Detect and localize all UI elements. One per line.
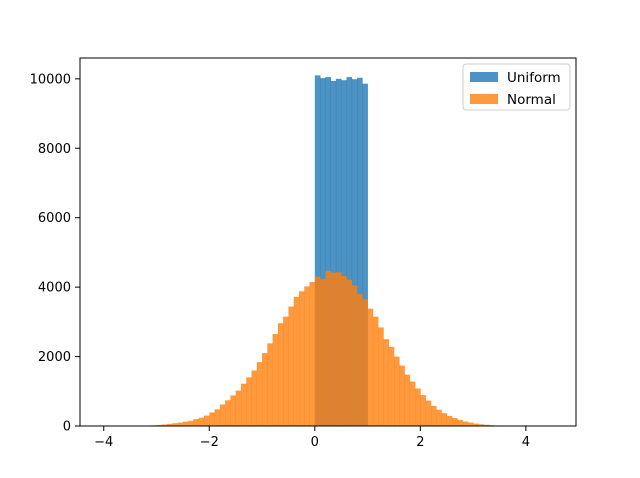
histogram-bar xyxy=(335,78,342,426)
histogram-bar xyxy=(372,316,379,426)
histogram-bar xyxy=(161,424,168,426)
x-tick-label: 2 xyxy=(416,435,424,450)
histogram-bar xyxy=(362,83,368,426)
x-axis: −4 −2 0 2 4 xyxy=(94,426,530,450)
histogram-bar xyxy=(404,374,411,426)
histogram-bar xyxy=(156,424,163,426)
y-tick-label: 0 xyxy=(63,420,71,435)
histogram-bar xyxy=(341,276,347,426)
histogram-bar xyxy=(399,365,405,426)
x-tick-label: −4 xyxy=(94,435,113,450)
histogram-bar xyxy=(214,409,221,426)
histogram-bar xyxy=(446,415,453,426)
y-tick-label: 2000 xyxy=(38,350,71,365)
series-uniform xyxy=(314,75,368,427)
histogram-bar xyxy=(314,75,321,427)
histogram-bar xyxy=(346,77,353,426)
histogram-bar xyxy=(325,77,331,426)
x-tick-label: −2 xyxy=(200,435,219,450)
histogram-bar xyxy=(341,80,347,426)
histogram-bar xyxy=(167,423,173,426)
histogram-bar xyxy=(430,405,437,426)
histogram-bar xyxy=(293,296,300,426)
histogram-bar xyxy=(256,362,263,426)
histogram-bar xyxy=(425,400,432,426)
histogram-bar xyxy=(204,415,210,426)
histogram-bar xyxy=(246,377,252,426)
legend-label-uniform: Uniform xyxy=(507,70,561,86)
histogram-bar xyxy=(357,77,363,426)
histogram-bar xyxy=(473,423,479,426)
legend-label-normal: Normal xyxy=(507,92,556,108)
y-axis: 0 2000 4000 6000 8000 10000 xyxy=(30,72,80,435)
histogram-bar xyxy=(193,419,200,426)
histogram-bar xyxy=(367,308,374,426)
histogram-bar xyxy=(330,272,337,426)
histogram-bar xyxy=(309,281,316,426)
histogram-bar xyxy=(267,343,273,426)
histogram-bar xyxy=(172,423,178,426)
histogram-bar xyxy=(209,412,215,426)
histogram-bar xyxy=(325,270,331,426)
y-tick-label: 10000 xyxy=(30,72,71,87)
histogram-bar xyxy=(320,78,326,426)
histogram-bar xyxy=(314,276,321,426)
histogram-bar xyxy=(283,316,289,426)
histogram-bar xyxy=(198,417,205,426)
histogram-bar xyxy=(467,422,474,426)
histogram-bar xyxy=(452,418,458,426)
histogram-bar xyxy=(272,334,279,426)
histogram-bar xyxy=(251,370,258,426)
histogram-bar xyxy=(346,279,353,426)
histogram-bar xyxy=(288,306,295,426)
histogram-bar xyxy=(378,327,384,426)
histogram-bar xyxy=(436,409,442,426)
histogram-bar xyxy=(330,80,337,426)
histogram-bar xyxy=(462,421,469,426)
histogram-bar xyxy=(383,339,390,426)
histogram-bar xyxy=(357,294,363,426)
histogram-bar xyxy=(420,395,426,426)
x-tick-label: 0 xyxy=(311,435,319,450)
histogram-bar xyxy=(409,381,416,426)
legend-swatch-uniform xyxy=(470,72,498,82)
histogram-bar xyxy=(277,323,284,426)
histogram-bar xyxy=(362,299,368,426)
histogram-bar xyxy=(304,286,310,426)
histogram-bar xyxy=(483,424,490,426)
x-tick-label: 4 xyxy=(522,435,530,450)
y-tick-label: 8000 xyxy=(38,142,71,157)
histogram-bar xyxy=(320,279,326,426)
histogram-bar xyxy=(478,424,485,426)
histogram-bar xyxy=(388,346,395,426)
histogram-bar xyxy=(177,422,184,426)
legend-swatch-normal xyxy=(470,94,498,104)
histogram-bar xyxy=(225,400,231,426)
legend: Uniform Normal xyxy=(462,63,571,111)
bars-layer xyxy=(87,75,558,427)
histogram-bar xyxy=(235,390,242,426)
histogram-bar xyxy=(182,421,189,426)
histogram-bar xyxy=(240,383,247,426)
histogram-bar xyxy=(457,419,463,426)
histogram-bar xyxy=(262,353,268,426)
histogram-bar xyxy=(219,404,226,426)
histogram-bar xyxy=(351,79,358,427)
plot-frame xyxy=(79,57,577,427)
histogram-bar xyxy=(188,420,194,426)
histogram-bar xyxy=(351,285,358,426)
y-tick-label: 6000 xyxy=(38,211,71,226)
histogram-bar xyxy=(393,356,400,426)
histogram-bar xyxy=(415,388,421,426)
histogram-bar xyxy=(335,272,342,426)
histogram-bar xyxy=(230,395,237,426)
histogram-bar xyxy=(298,291,305,426)
histogram-bar xyxy=(441,413,448,426)
y-tick-label: 4000 xyxy=(38,281,71,296)
series-normal xyxy=(87,270,558,426)
